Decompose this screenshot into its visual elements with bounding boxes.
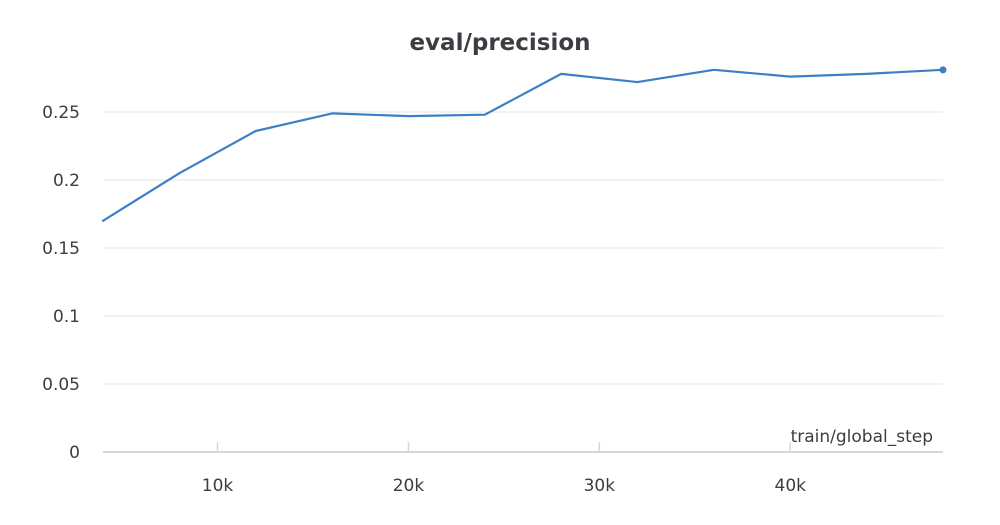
y-tick-label: 0.25	[42, 103, 80, 123]
x-tick-label: 20k	[393, 476, 425, 496]
y-tick-label: 0.1	[53, 307, 80, 327]
axes	[103, 442, 943, 453]
y-tick-label: 0.15	[42, 239, 80, 259]
y-tick-label: 0	[69, 443, 80, 463]
series	[101, 66, 947, 222]
y-tick-labels: 0 0.05 0.1 0.15 0.2 0.25	[42, 103, 80, 463]
x-tick-label: 10k	[202, 476, 234, 496]
y-tick-label: 0.2	[53, 171, 80, 191]
grid	[103, 111, 943, 385]
x-tick-label: 30k	[584, 476, 616, 496]
y-tick-label: 0.05	[42, 375, 80, 395]
last-point-marker	[939, 66, 947, 74]
series-line	[101, 68, 945, 222]
x-tick-labels: 10k 20k 30k 40k	[202, 476, 806, 496]
chart-title: eval/precision	[409, 30, 590, 56]
x-tick-label: 40k	[775, 476, 807, 496]
x-axis-label: train/global_step	[791, 427, 933, 447]
